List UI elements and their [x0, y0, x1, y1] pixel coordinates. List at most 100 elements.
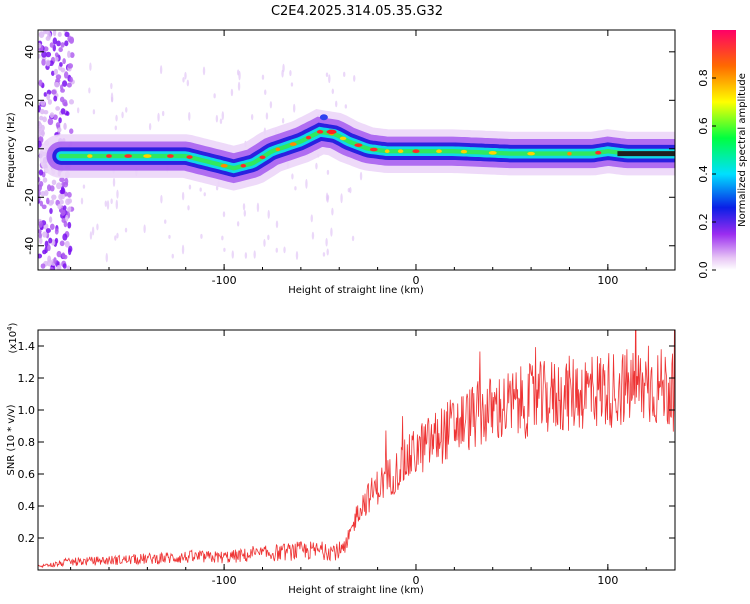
snr-y-tick-label: 0.4 — [18, 500, 36, 513]
heat-noise-cell — [39, 200, 44, 207]
heat-speckle — [275, 220, 279, 229]
colorbar-tick-label: 0.4 — [697, 165, 710, 183]
ridge-peak-blob — [326, 129, 337, 135]
ridge-hotspot — [289, 142, 297, 146]
heat-speckle — [244, 252, 248, 259]
heat-noise-cell — [62, 80, 68, 87]
heat-speckle — [347, 188, 351, 193]
heat-noise-cell — [38, 189, 41, 197]
heat-noise-cell — [46, 89, 52, 95]
heat-speckle — [203, 192, 206, 197]
snr-series-line — [38, 330, 675, 569]
heat-noise-cell — [45, 228, 51, 233]
heat-noise-cell — [46, 244, 51, 252]
heat-speckle — [215, 114, 219, 123]
colorbar-tick-label: 0.0 — [697, 261, 710, 279]
heat-noise-cell — [43, 30, 47, 35]
heat-speckle — [343, 71, 346, 77]
ridge-hotspot — [305, 135, 312, 140]
heat-speckle — [326, 169, 330, 175]
ridge-hotspot — [167, 154, 174, 158]
heat-noise-cell — [52, 30, 57, 37]
heat-noise-cell — [60, 209, 66, 216]
heat-speckle — [92, 109, 96, 115]
spectrogram-frame — [37, 29, 676, 271]
spectrogram-x-tick-label: 0 — [412, 274, 419, 287]
heat-noise-cell — [57, 127, 62, 133]
heat-speckle — [295, 250, 299, 260]
heat-noise-cell — [59, 177, 65, 183]
heat-noise-cell — [59, 240, 65, 247]
heat-noise-cell — [66, 82, 72, 88]
heat-noise-cell — [38, 42, 42, 49]
heat-speckle — [265, 112, 269, 120]
heat-speckle — [202, 66, 206, 76]
heat-noise-cell — [63, 71, 69, 79]
heat-speckle — [114, 235, 117, 241]
heat-noise-cell — [61, 181, 66, 187]
ridge-hotspot — [488, 151, 497, 155]
heat-speckle — [82, 184, 86, 189]
heat-noise-cell — [45, 59, 51, 67]
heat-speckle — [294, 186, 297, 191]
heat-speckle — [325, 237, 328, 247]
heat-speckle — [269, 101, 273, 109]
snr-panel: -100 0 100 0.2 0.4 0.6 0.8 1.0 1.2 1.4 Height of … — [6, 322, 676, 596]
spectrogram-x-tick-label: -100 — [212, 274, 237, 287]
snr-y-multiplier: (x104) — [6, 322, 19, 353]
heat-speckle — [236, 221, 240, 227]
heat-speckle — [290, 82, 294, 87]
ridge-hotspot — [436, 149, 442, 154]
heat-speckle — [106, 200, 110, 210]
heat-speckle — [96, 223, 99, 231]
spectrogram-heatmap — [38, 30, 675, 270]
snr-ticks: -100 0 100 0.2 0.4 0.6 0.8 1.0 1.2 1.4 — [18, 330, 675, 587]
snr-x-tick-label: -100 — [212, 574, 237, 587]
ridge-hotspot — [567, 151, 572, 156]
heat-speckle — [230, 88, 234, 97]
spectrogram-x-label: Height of straight line (km) — [288, 285, 424, 296]
heat-noise-cell — [68, 99, 75, 105]
heat-noise-cell — [58, 117, 62, 124]
snr-y-tick-label: 1.0 — [18, 404, 36, 417]
heat-noise-cell — [59, 199, 64, 205]
heat-noise-cell — [63, 122, 67, 130]
heat-noise-cell — [59, 62, 63, 67]
heat-speckle — [91, 226, 95, 236]
heat-speckle — [310, 214, 313, 223]
heat-speckle — [305, 178, 308, 189]
heat-speckle — [331, 88, 335, 95]
heat-noise-cell — [49, 267, 54, 270]
ridge-hotspot — [259, 155, 266, 160]
heat-noise-cell — [54, 52, 59, 58]
heat-noise-cell — [64, 31, 70, 38]
heat-noise-cell — [67, 63, 74, 69]
heat-speckle — [351, 235, 355, 242]
heat-noise-cell — [45, 35, 51, 41]
heat-noise-cell — [47, 255, 52, 263]
heat-speckle — [221, 111, 225, 121]
heat-speckle — [349, 186, 352, 194]
heat-noise-cell — [60, 186, 65, 192]
heat-speckle — [256, 202, 260, 213]
heat-speckle — [261, 74, 265, 80]
heat-noise-cell — [56, 250, 62, 258]
heat-speckle — [89, 62, 92, 71]
heat-speckle — [187, 205, 190, 211]
ridge-hotspot — [412, 149, 420, 154]
heat-noise-cell — [60, 42, 65, 48]
heat-speckle — [188, 111, 191, 121]
heat-noise-cell — [66, 207, 72, 213]
heat-noise-cell — [39, 237, 43, 245]
spectrogram-x-tick-label: 100 — [597, 274, 618, 287]
heat-noise-cell — [47, 117, 54, 126]
snr-x-tick-label: 0 — [412, 574, 419, 587]
heat-noise-cell — [60, 88, 65, 93]
heat-noise-cell — [53, 257, 57, 264]
heat-speckle — [215, 185, 219, 191]
ridge-hotspot — [124, 154, 133, 158]
heat-speckle — [344, 104, 348, 109]
heat-noise-cell — [49, 112, 55, 119]
heat-speckle — [161, 110, 165, 117]
heat-speckle — [213, 93, 216, 99]
